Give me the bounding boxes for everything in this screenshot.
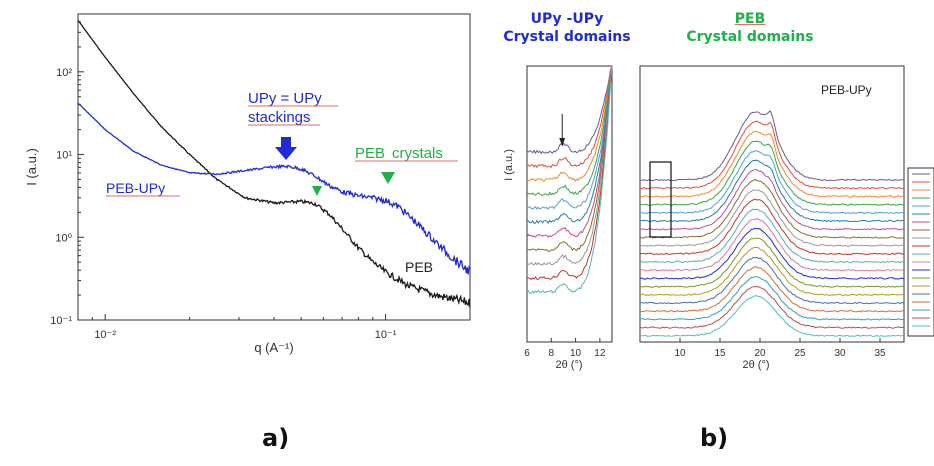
series-line [639,169,905,231]
series-line [526,65,613,155]
series-line [639,246,905,297]
panel-b-label: b) [700,424,729,452]
panel-b-right-plot: 10 15 20 25 30 35 2θ (°) PEB-UPy [639,83,905,371]
green-down-arrow-icon [381,172,395,184]
series-line [526,65,613,281]
y-axis-label: I (a.u.) [24,148,39,186]
series-line [640,178,905,239]
panel-a-series [77,19,471,308]
series-line [639,189,905,247]
series-line [526,65,613,211]
y-tick-label: 10⁰ [55,232,72,244]
y-tick-label: 10⁻¹ [50,315,72,327]
header-peb-line1: PEB [734,11,766,27]
series-line [526,65,613,196]
panel-a-label: a) [262,424,290,452]
series-line [639,266,905,313]
series-line [639,295,905,338]
y-tick-label: 10² [56,67,72,79]
panel-b-right-title: PEB-UPy [821,83,872,97]
series-line [639,237,905,288]
x-tick-label: 8 [549,348,555,359]
series-line [526,65,613,183]
x-tick-label: 20 [754,348,766,359]
annotation-upy-stackings: UPy = UPy [248,90,322,107]
down-arrow-icon [559,138,566,146]
x-tick-label: 35 [874,348,886,359]
legend-peb: PEB [405,259,433,275]
x-tick-label: 10⁻¹ [375,329,397,341]
series-line [640,276,905,321]
header-upy-line1: UPy -UPy [530,11,604,27]
series-line [639,198,905,256]
series-line [526,65,613,267]
x-tick-label: 30 [834,348,846,359]
x-tick-label: 10⁻² [94,329,116,341]
panel-a-annotations: UPy = UPy stackings PEB crystals PEB-UPy PEB [106,90,458,275]
panel-b-legend-box [907,167,934,337]
panel-a-axes: 10⁻² 10⁻¹ 10⁻¹ 10⁰ 10¹ 10² q (A⁻¹) I (a.u.) [24,13,471,355]
series-line-peb [77,19,471,308]
x-tick-label: 15 [714,348,726,359]
x-tick-label: 10 [674,348,686,359]
blue-down-arrow-icon [275,137,297,160]
series-line [526,65,613,238]
x-tick-label: 25 [794,348,806,359]
series-line [639,110,905,182]
series-line [639,159,905,223]
annotation-peb-crystals-word: crystals [392,145,443,162]
series-line [526,65,613,253]
y-tick-label: 10¹ [56,150,72,162]
series-line [639,208,905,264]
annotation-upy-stackings-line2: stackings [248,109,311,126]
x-axis-label: q (A⁻¹) [254,340,293,355]
header-peb-crystal-domains: PEB Crystal domains [660,10,840,46]
series-line [526,65,613,225]
series-line [639,140,905,206]
series-line [639,120,905,190]
legend-peb-upy: PEB-UPy [106,180,165,196]
y-axis-label: I (a.u.) [503,149,515,181]
series-line [639,150,905,215]
x-axis-label: 2θ (°) [555,359,582,371]
series-line [639,130,905,198]
series-line [639,285,904,329]
x-axis-label: 2θ (°) [742,359,769,371]
x-tick-label: 10 [570,348,582,359]
panel-b-legend-entries [912,173,930,327]
x-tick-label: 6 [524,348,530,359]
header-upy-line2: Crystal domains [503,29,631,45]
header-upy-crystal-domains: UPy -UPy Crystal domains [492,10,642,46]
panel-b-left-plot: 6 8 10 12 2θ (°) I (a.u.) [503,65,613,371]
header-peb-line2: Crystal domains [686,29,814,45]
annotation-peb-crystals-peb: PEB [355,145,385,162]
series-line-peb-upy [77,102,471,275]
series-line [526,65,613,169]
series-line [639,217,905,272]
series-line [526,65,613,294]
highlight-box [649,161,672,238]
x-tick-label: 12 [594,348,606,359]
series-line [640,256,905,305]
series-line [639,227,905,280]
green-down-arrow-icon [312,186,322,196]
